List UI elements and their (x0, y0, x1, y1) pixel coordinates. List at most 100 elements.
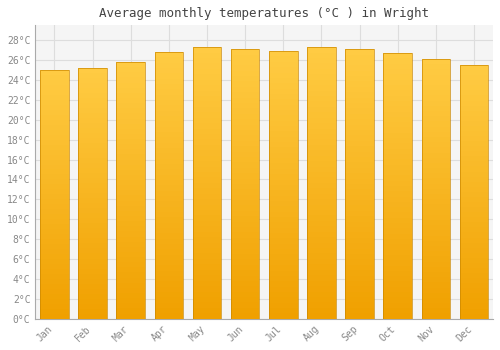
Bar (154, 271, 183, 276)
Bar (116, 62, 145, 318)
Bar (307, 47, 336, 318)
Bar (192, 302, 222, 308)
Bar (384, 96, 412, 101)
Bar (231, 173, 260, 178)
Bar (231, 87, 260, 92)
Bar (40, 184, 68, 189)
Bar (422, 158, 450, 163)
Bar (40, 254, 68, 259)
Bar (384, 80, 412, 85)
Bar (78, 253, 107, 259)
Bar (384, 138, 412, 143)
Bar (307, 270, 336, 275)
Bar (269, 212, 298, 217)
Bar (78, 93, 107, 98)
Bar (269, 169, 298, 174)
Bar (307, 91, 336, 96)
Bar (460, 238, 488, 243)
Bar (460, 293, 488, 298)
Bar (307, 177, 336, 183)
Bar (422, 303, 450, 308)
Bar (78, 78, 107, 83)
Bar (384, 159, 412, 164)
Bar (40, 239, 68, 244)
Bar (345, 60, 374, 65)
Bar (384, 239, 412, 244)
Bar (269, 153, 298, 158)
Bar (154, 127, 183, 132)
Bar (307, 118, 336, 123)
Bar (231, 146, 260, 152)
Bar (460, 253, 488, 258)
Bar (384, 196, 412, 202)
Bar (231, 168, 260, 173)
Bar (40, 264, 68, 269)
Bar (192, 259, 222, 264)
Bar (345, 103, 374, 108)
Bar (384, 58, 412, 64)
Bar (154, 105, 183, 111)
Bar (78, 264, 107, 268)
Bar (384, 244, 412, 250)
Bar (460, 217, 488, 222)
Bar (78, 178, 107, 183)
Bar (345, 130, 374, 135)
Bar (307, 281, 336, 286)
Bar (269, 142, 298, 147)
Bar (231, 76, 260, 82)
Bar (460, 308, 488, 314)
Bar (384, 164, 412, 170)
Bar (192, 237, 222, 243)
Bar (307, 243, 336, 248)
Bar (154, 79, 183, 84)
Bar (269, 180, 298, 185)
Bar (154, 159, 183, 164)
Bar (192, 253, 222, 259)
Bar (78, 103, 107, 108)
Bar (384, 112, 412, 117)
Bar (345, 216, 374, 222)
Bar (307, 216, 336, 221)
Bar (116, 175, 145, 180)
Bar (192, 210, 222, 216)
Bar (192, 134, 222, 139)
Bar (269, 62, 298, 67)
Bar (345, 232, 374, 238)
Bar (40, 180, 68, 184)
Bar (116, 314, 145, 318)
Bar (40, 224, 68, 229)
Bar (154, 292, 183, 298)
Bar (422, 100, 450, 106)
Bar (116, 298, 145, 303)
Bar (40, 304, 68, 309)
Bar (307, 275, 336, 281)
Bar (307, 264, 336, 270)
Bar (460, 273, 488, 278)
Bar (307, 286, 336, 292)
Bar (116, 278, 145, 283)
Bar (78, 108, 107, 113)
Bar (154, 265, 183, 271)
Bar (307, 52, 336, 58)
Bar (307, 253, 336, 259)
Bar (422, 282, 450, 287)
Bar (422, 137, 450, 142)
Bar (460, 161, 488, 167)
Bar (192, 270, 222, 275)
Bar (269, 244, 298, 249)
Bar (460, 303, 488, 308)
Bar (269, 308, 298, 313)
Bar (384, 154, 412, 159)
Bar (384, 229, 412, 234)
Bar (154, 281, 183, 287)
Bar (40, 90, 68, 95)
Bar (422, 184, 450, 189)
Bar (231, 189, 260, 195)
Bar (116, 211, 145, 216)
Bar (154, 191, 183, 196)
Bar (78, 68, 107, 318)
Bar (307, 313, 336, 318)
Bar (231, 82, 260, 87)
Bar (307, 128, 336, 134)
Bar (231, 130, 260, 135)
